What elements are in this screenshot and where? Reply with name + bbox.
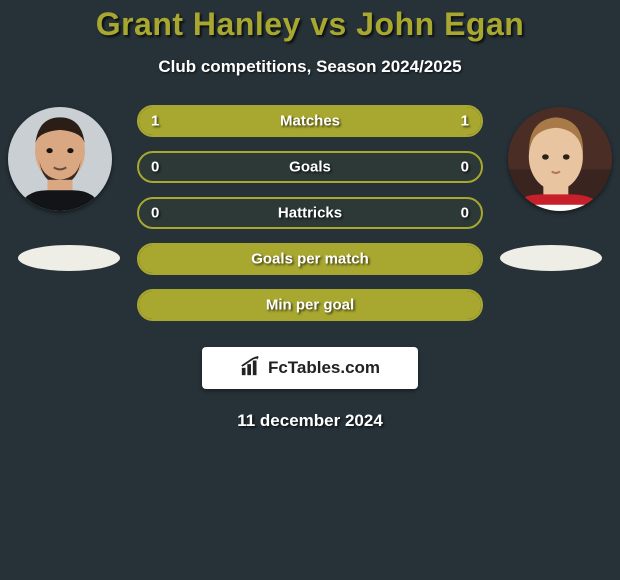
stat-row: Min per goal — [137, 289, 483, 321]
stat-value-right: 1 — [461, 113, 469, 130]
subtitle: Club competitions, Season 2024/2025 — [0, 57, 620, 77]
stat-value-left: 1 — [151, 113, 159, 130]
page-title: Grant Hanley vs John Egan — [0, 6, 620, 43]
stat-value-left: 0 — [151, 205, 159, 222]
avatar-shadow-left — [18, 245, 120, 271]
brand-badge: FcTables.com — [202, 347, 418, 389]
stat-value-right: 0 — [461, 205, 469, 222]
comparison-stage: 1 1 Matches 0 0 Goals 0 0 Hattricks Goals per mat… — [0, 109, 620, 329]
stat-value-left: 0 — [151, 159, 159, 176]
stat-value-right: 0 — [461, 159, 469, 176]
avatar-shadow-right — [500, 245, 602, 271]
player-right-avatar — [508, 107, 612, 211]
date-label: 11 december 2024 — [0, 411, 620, 431]
brand-chart-icon — [240, 355, 262, 382]
stat-label: Goals per match — [251, 251, 369, 268]
stat-label: Hattricks — [278, 205, 342, 222]
stat-label: Goals — [289, 159, 331, 176]
stat-row: 0 0 Goals — [137, 151, 483, 183]
stat-rows: 1 1 Matches 0 0 Goals 0 0 Hattricks Goals per mat… — [137, 105, 483, 335]
stat-row: Goals per match — [137, 243, 483, 275]
stat-row: 0 0 Hattricks — [137, 197, 483, 229]
player-left-avatar — [8, 107, 112, 211]
stat-label: Min per goal — [266, 297, 354, 314]
stat-label: Matches — [280, 113, 340, 130]
brand-label: FcTables.com — [268, 358, 380, 378]
stat-row: 1 1 Matches — [137, 105, 483, 137]
